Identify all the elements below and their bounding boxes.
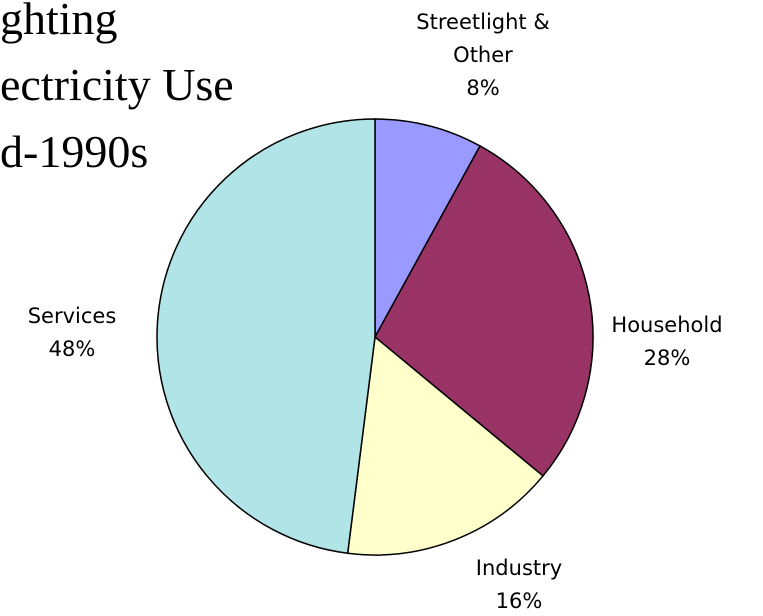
pie-slice: [156, 118, 376, 555]
slice-label: Streetlight & Other 8%: [413, 6, 553, 105]
slice-label: Services 48%: [0, 300, 152, 366]
category-label: Industry: [475, 556, 563, 580]
pie-slice: [346, 335, 545, 556]
pie-slice: [374, 144, 594, 478]
category-label: Household: [611, 313, 723, 337]
value-label: 48%: [48, 337, 96, 361]
chart-title: d-1990s: [0, 126, 148, 177]
value-label: 28%: [643, 346, 691, 370]
chart-title: ectricity Use: [0, 59, 234, 110]
category-label: Services: [27, 304, 117, 328]
value-label: 16%: [495, 589, 543, 613]
slice-label: Household 28%: [587, 309, 747, 375]
category-label: Streetlight & Other: [416, 10, 550, 67]
chart-title: ghting: [0, 0, 118, 44]
pie-slice: [374, 118, 482, 338]
slice-label: Industry 16%: [439, 552, 599, 616]
value-label: 8%: [466, 76, 500, 100]
